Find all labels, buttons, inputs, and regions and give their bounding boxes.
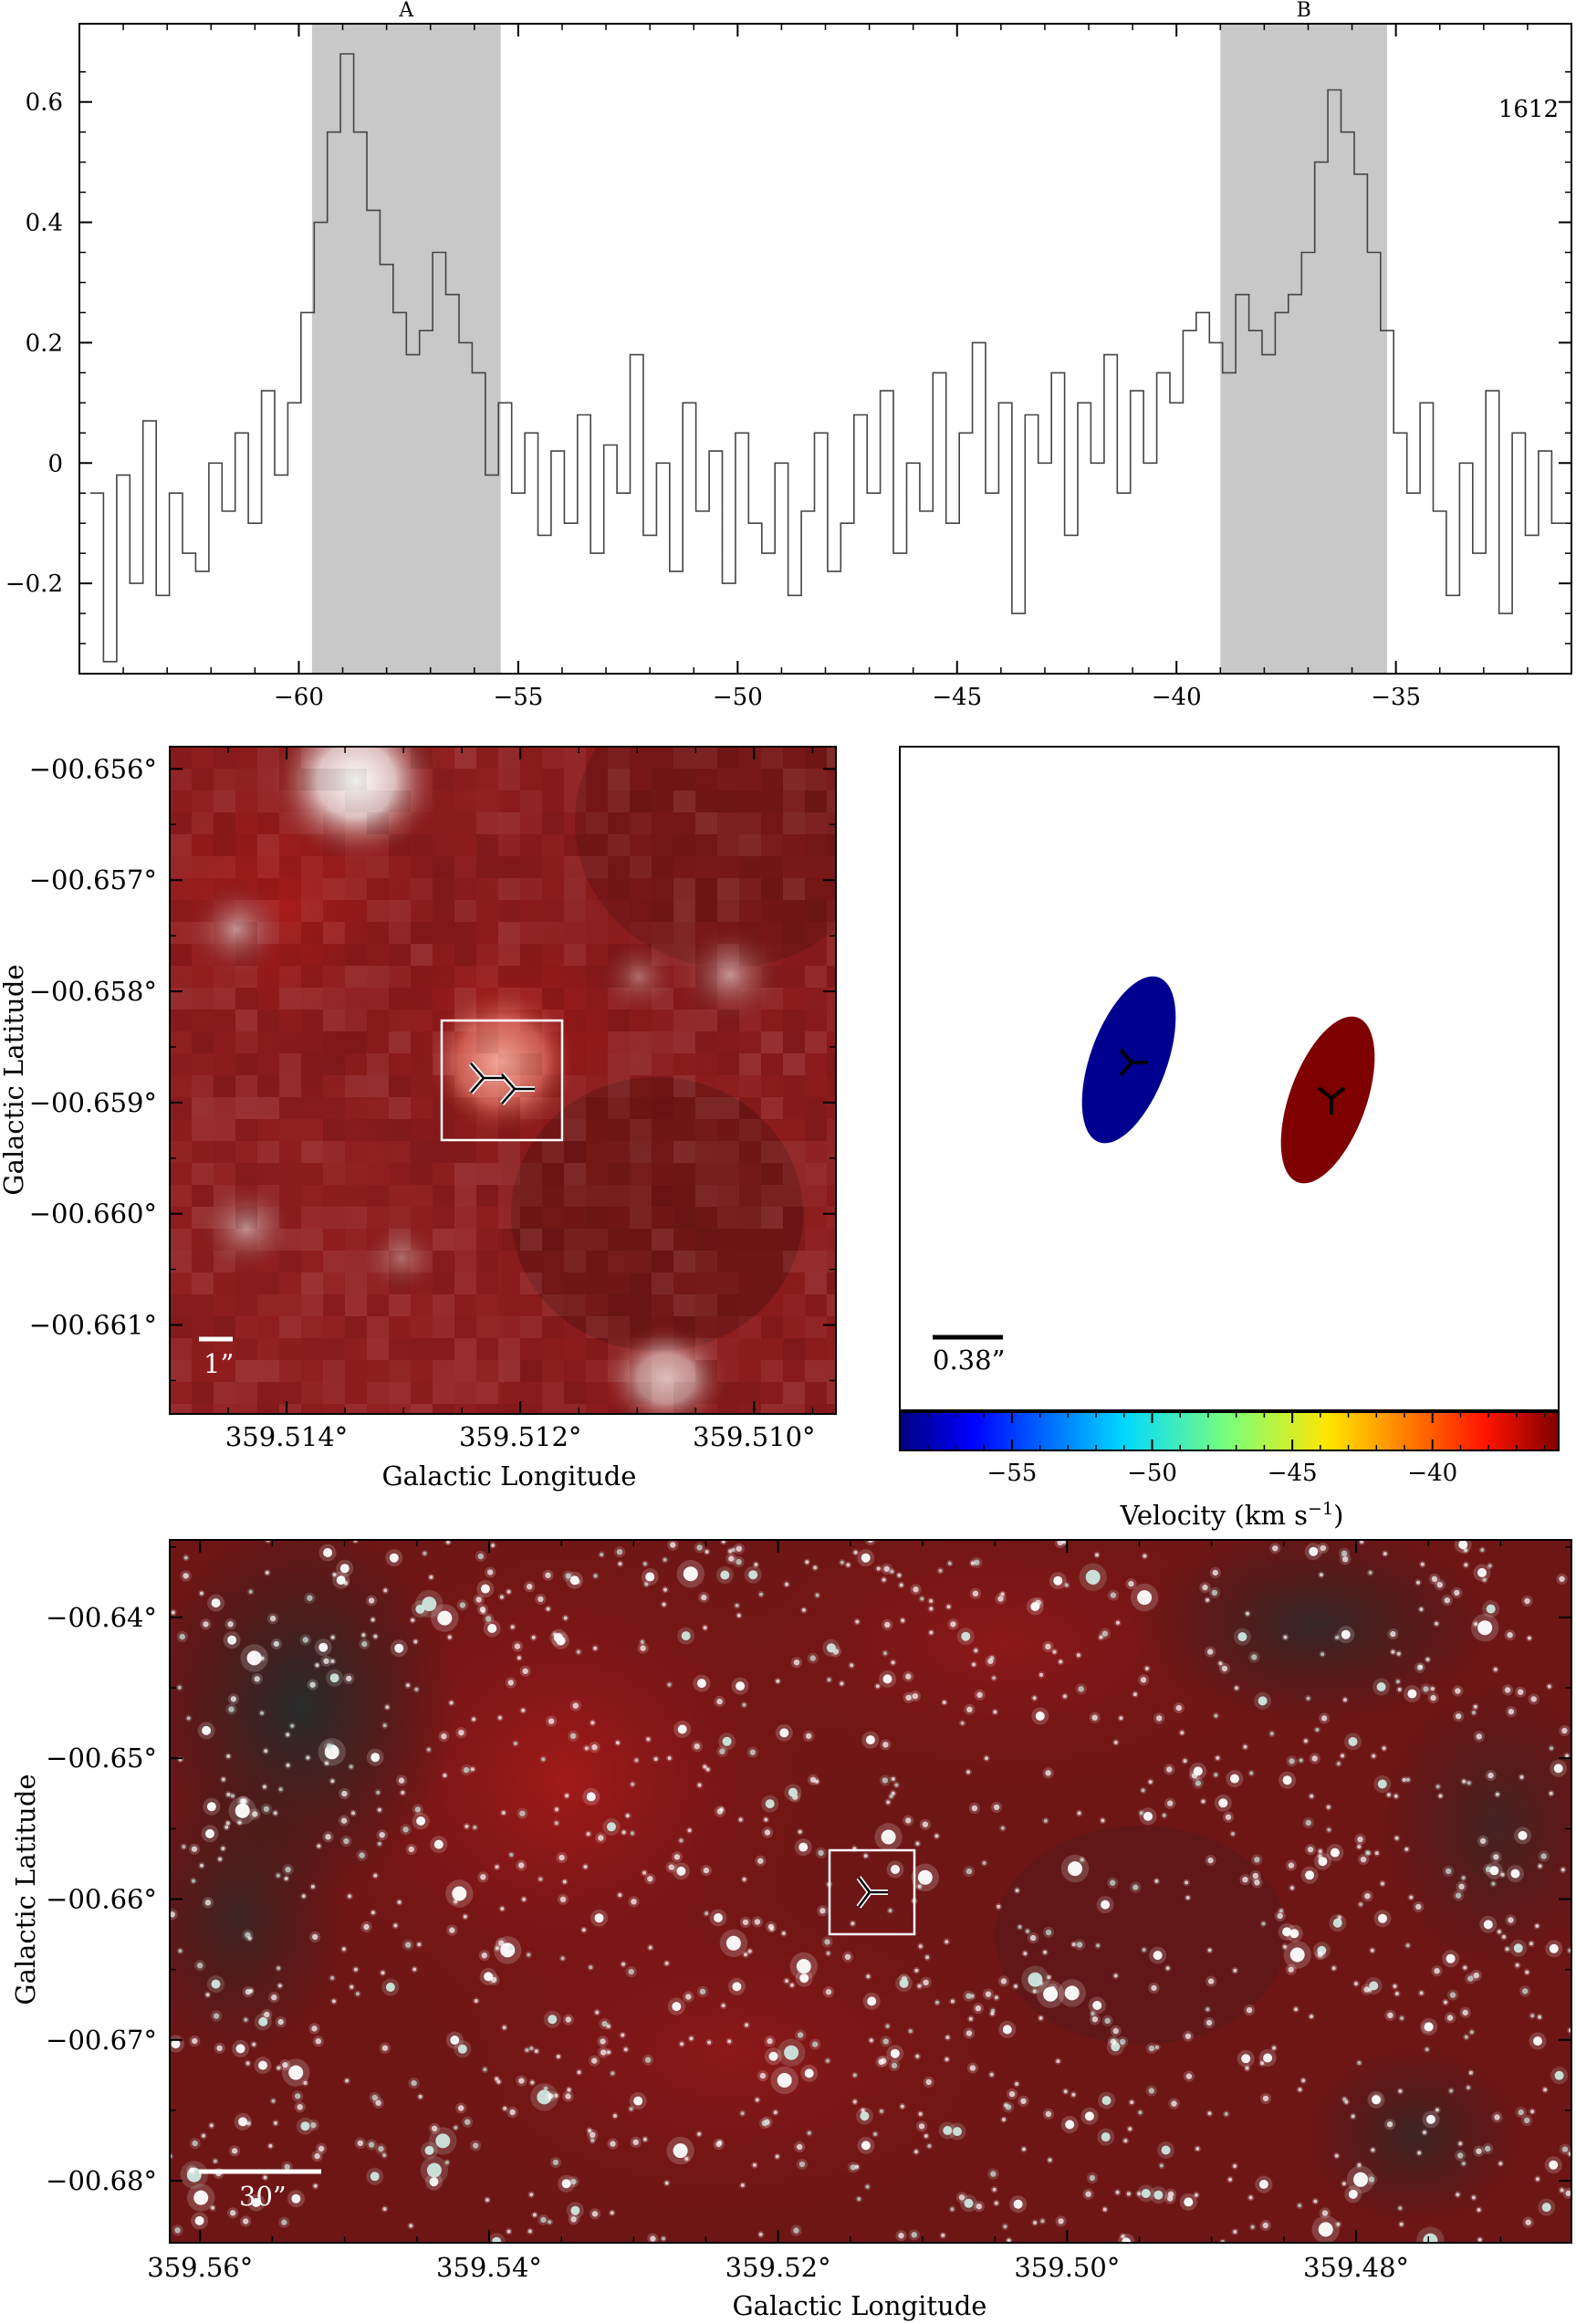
shaded-regions (311, 24, 1388, 674)
wide-field-panel: 30” 359.56° 359.54° 359.52° 359.50° 359.48° … (10, 1539, 1572, 2321)
spectrum-x-axis: −60 −55 −50 −45 −40 −35 (122, 24, 1572, 711)
wide-field-scale-bar-label: 30” (239, 2181, 287, 2212)
maser-markers (470, 1063, 535, 1104)
zoom-y-label: Galactic Latitude (0, 964, 29, 1195)
x-tick-label: 359.52° (725, 2252, 831, 2283)
spot-markers (1119, 1048, 1346, 1115)
spot-map-frame (899, 746, 1560, 1411)
wide-field-maser-marker (858, 1877, 888, 1908)
y-tick-label: 0 (47, 450, 63, 477)
colorbar-tick-label: −45 (1268, 1460, 1318, 1487)
colorbar-label: Velocity (km s−1) (1120, 1499, 1344, 1531)
y-tick-label: −00.658° (29, 976, 157, 1007)
zoom-x-axis: 359.514° 359.512° 359.510° (225, 747, 816, 1452)
maser-box (440, 1019, 564, 1142)
y-tick-label: −00.659° (29, 1087, 157, 1118)
spectrum-line (90, 53, 1565, 663)
wide-field-y-axis: −00.64° −00.65° −00.66° −00.67° −00.68° (46, 1545, 1571, 2196)
x-tick-label: 359.510° (693, 1421, 815, 1452)
x-tick-label: −45 (932, 684, 982, 711)
velocity-colorbar (899, 1411, 1560, 1451)
colorbar-ticks: −55 −50 −45 −40 (926, 1412, 1546, 1487)
y-tick-label: −00.68° (46, 2165, 157, 2196)
spectrum-annotation: 1612 (1498, 96, 1559, 123)
x-tick-label: 359.48° (1303, 2252, 1409, 2283)
region-label-a: A (398, 0, 414, 22)
x-tick-label: 359.512° (459, 1421, 581, 1452)
x-tick-label: −55 (493, 684, 543, 711)
x-tick-label: 359.56° (147, 2252, 253, 2283)
zoom-y-axis: −00.656° −00.657° −00.658° −00.659° −00.660°… (29, 753, 836, 1382)
colorbar-tick-label: −55 (986, 1460, 1037, 1487)
x-tick-label: 359.514° (225, 1421, 348, 1452)
x-tick-label: −60 (274, 684, 324, 711)
region-label-b: B (1297, 0, 1311, 22)
star-field (170, 1540, 1571, 2243)
x-tick-label: −50 (713, 684, 763, 711)
zoom-x-label: Galactic Longitude (382, 1460, 637, 1492)
colorbar-tick-label: −40 (1407, 1460, 1457, 1487)
zoom-image-panel: 1” 359.514° 359.512° 359.510° −00.656°−00.… (0, 746, 837, 1492)
y-tick-label: −00.65° (46, 1743, 157, 1774)
wide-field-x-axis: 359.56° 359.54° 359.52° 359.50° 359.48° (147, 1540, 1502, 2283)
wide-field-y-label: Galactic Latitude (10, 1774, 41, 2005)
y-tick-label: 0.6 (26, 89, 63, 117)
x-tick-label: −35 (1371, 684, 1421, 711)
y-tick-label: −00.661° (29, 1310, 157, 1341)
spot-b-ellipse (1280, 1016, 1375, 1184)
zoom-image-frame (169, 746, 837, 1415)
y-tick-label: −00.657° (29, 864, 157, 895)
wide-field-zoom-box (828, 1848, 916, 1936)
y-tick-label: −00.66° (46, 1883, 157, 1914)
shaded-region-b (1220, 24, 1388, 674)
y-tick-label: −00.67° (46, 2025, 157, 2056)
spot-map-panel: 0.38” −55 −50 −45 −40 Velocity (km s−1) (899, 746, 1560, 1531)
x-tick-label: 359.54° (436, 2252, 542, 2283)
y-tick-label: −00.656° (29, 753, 157, 784)
x-tick-label: −40 (1152, 684, 1202, 711)
y-tick-label: −00.660° (29, 1199, 157, 1230)
spot-scale-bar-label: 0.38” (933, 1345, 1005, 1376)
zoom-scale-bar-label: 1” (204, 1348, 234, 1379)
wide-field-frame (169, 1539, 1572, 2244)
wide-field-x-label: Galactic Longitude (733, 2290, 987, 2321)
y-tick-label: −00.64° (46, 1602, 157, 1633)
zoom-image (170, 747, 836, 1414)
y-tick-label: 0.4 (26, 210, 63, 237)
wide-field-image (170, 1540, 1571, 2243)
colorbar-tick-label: −50 (1127, 1460, 1177, 1487)
spectrum-y-axis: −0.2 0 0.2 0.4 0.6 (5, 70, 1571, 644)
y-tick-label: 0.2 (26, 330, 63, 357)
x-tick-label: 359.50° (1014, 2252, 1120, 2283)
spectrum-series (90, 53, 1565, 663)
y-tick-label: −0.2 (5, 571, 63, 598)
